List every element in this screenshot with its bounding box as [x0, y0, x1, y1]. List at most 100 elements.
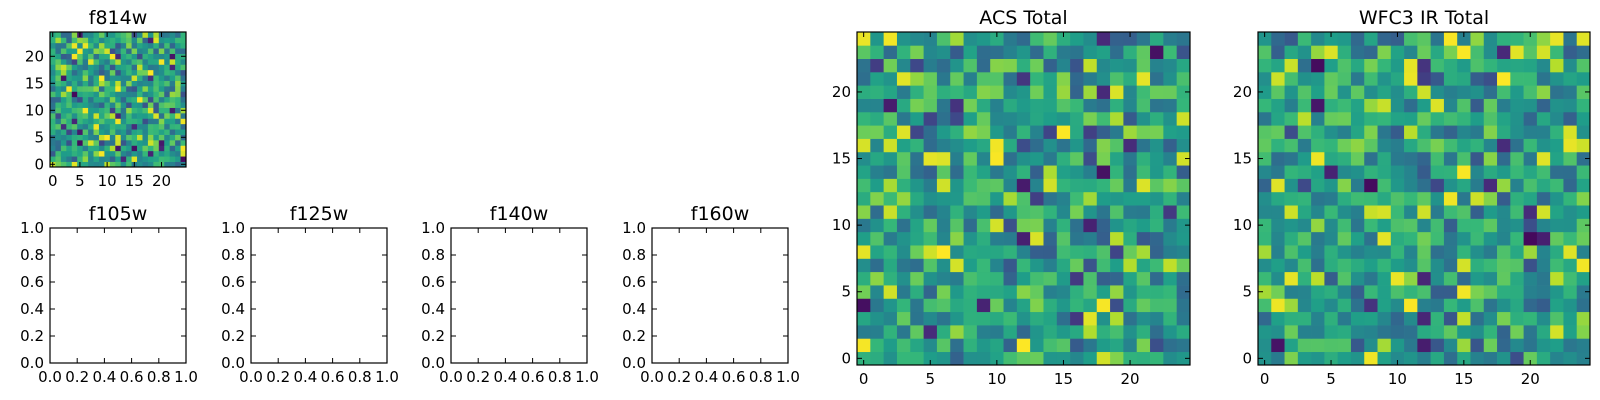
acs-total-cell [1163, 298, 1178, 313]
f814w-ytick-label: 15 [25, 74, 44, 92]
f160w-ytick-label: 0.6 [622, 273, 646, 291]
wfc3-ir-total-cell [1497, 285, 1511, 299]
wfc3-ir-total-cell [1271, 351, 1285, 366]
acs-total-cell [896, 205, 911, 219]
wfc3-ir-total-cell [1430, 285, 1445, 299]
f814w-cell [153, 140, 160, 146]
f814w-cell [60, 53, 67, 60]
f105w-xtick-label: 1.0 [174, 368, 198, 386]
wfc3-ir-total-cell [1483, 71, 1498, 86]
wfc3-ir-total-ytick-label: 15 [1233, 150, 1252, 168]
wfc3-ir-total-cell [1417, 45, 1431, 59]
f814w-cell [66, 123, 73, 130]
f814w-cell [169, 118, 176, 125]
wfc3-ir-total-cell [1284, 338, 1299, 353]
wfc3-ir-total-cell [1258, 111, 1272, 126]
f140w-ytick-label: 0.8 [421, 246, 445, 264]
f814w-cell [66, 75, 73, 81]
wfc3-ir-total-cell [1364, 178, 1378, 193]
f814w-cell [109, 75, 116, 81]
acs-total-cell [923, 338, 938, 353]
f814w-cell [115, 145, 122, 152]
f814w-cell [175, 161, 181, 168]
wfc3-ir-total-cell [1430, 165, 1445, 179]
f814w-cell [126, 53, 132, 60]
wfc3-ir-total-cell [1563, 205, 1578, 219]
acs-total-cell [1070, 45, 1084, 59]
wfc3-ir-total-cell [1271, 271, 1285, 286]
wfc3-ir-total-cell [1470, 351, 1485, 366]
wfc3-ir-total-cell [1364, 32, 1378, 46]
acs-total-cell [883, 111, 898, 126]
f814w-cell [115, 118, 122, 125]
acs-total-cell [1150, 351, 1164, 366]
acs-total-cell [1003, 98, 1018, 113]
acs-total-cell [883, 258, 898, 273]
acs-total-cell [936, 138, 951, 153]
f814w-cell [164, 86, 171, 92]
wfc3-ir-total-cell [1510, 311, 1524, 326]
acs-total-cell [896, 32, 911, 46]
wfc3-ir-total-cell [1536, 351, 1551, 366]
acs-total-cell [896, 271, 911, 286]
f814w-cell [158, 118, 165, 125]
acs-total-cell [1096, 258, 1111, 273]
wfc3-ir-total-cell [1536, 191, 1551, 206]
wfc3-ir-total-cell [1510, 298, 1524, 313]
wfc3-ir-total-cell [1523, 178, 1538, 193]
wfc3-ir-total-cell [1404, 111, 1418, 126]
acs-total-cell [1003, 71, 1018, 86]
wfc3-ir-total-cell [1536, 325, 1551, 339]
acs-total-cell [1136, 32, 1151, 46]
f814w-cell [169, 69, 176, 76]
f814w-cell [153, 156, 160, 162]
acs-total-cell [990, 258, 1004, 273]
wfc3-ir-total-cell [1377, 45, 1392, 59]
f814w-cell [175, 140, 181, 146]
acs-total-cell [1056, 231, 1071, 246]
wfc3-ir-total-cell [1390, 165, 1405, 179]
f814w-cell [175, 75, 181, 81]
f814w-cell [126, 64, 132, 71]
f814w-cell [50, 156, 56, 162]
acs-total-cell [1123, 165, 1138, 179]
f814w-cell [98, 107, 105, 114]
wfc3-ir-total-cell [1417, 245, 1431, 259]
wfc3-ir-total-cell [1271, 205, 1285, 219]
wfc3-ir-total-cell [1258, 351, 1272, 366]
acs-total-cell [857, 231, 871, 246]
acs-total-cell [936, 111, 951, 126]
acs-total-cell [870, 271, 884, 286]
wfc3-ir-total-cell [1377, 178, 1392, 193]
wfc3-ir-total-cell [1271, 178, 1285, 193]
f814w-cell [158, 80, 165, 87]
f814w-cell [98, 42, 105, 49]
f814w-cell [180, 48, 187, 54]
f814w-cell [104, 118, 111, 125]
f814w-cell [88, 102, 94, 108]
wfc3-ir-total-ytick-label: 0 [1242, 349, 1252, 367]
f814w-cell [137, 113, 143, 119]
acs-total-cell [1176, 351, 1191, 366]
f814w-cell [131, 86, 138, 92]
acs-total-cell [896, 218, 911, 233]
wfc3-ir-total-axes-frame [1257, 31, 1591, 366]
wfc3-ir-total-cell [1390, 258, 1405, 273]
f814w-cell [137, 140, 143, 146]
f814w-cell [98, 150, 105, 157]
acs-total-cell [1123, 351, 1138, 366]
acs-total-cell [1096, 58, 1111, 73]
wfc3-ir-total-cell [1417, 258, 1431, 273]
wfc3-ir-total-cell [1536, 151, 1551, 166]
wfc3-ir-total-cell [1430, 271, 1445, 286]
wfc3-ir-total-cell [1483, 338, 1498, 353]
acs-total-cell [1083, 325, 1098, 339]
wfc3-ir-total-cell [1430, 178, 1445, 193]
f814w-cell [88, 129, 94, 135]
wfc3-ir-total-cell [1404, 178, 1418, 193]
f814w-cell [109, 86, 116, 92]
acs-total-cell [936, 285, 951, 299]
f814w-cell [60, 37, 67, 44]
f814w-cell [88, 53, 94, 60]
wfc3-ir-total-cell [1563, 58, 1578, 73]
